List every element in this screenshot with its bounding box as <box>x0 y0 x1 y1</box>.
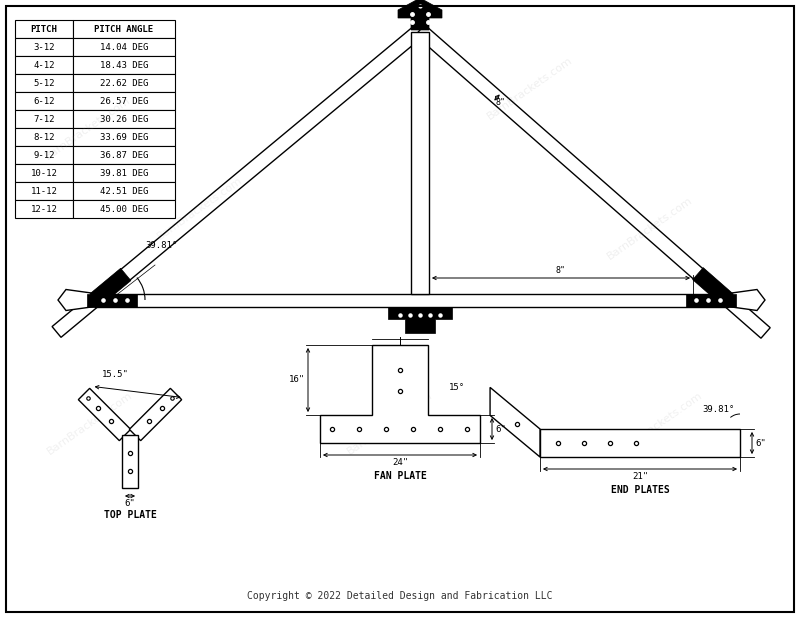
Text: 16": 16" <box>289 376 305 384</box>
Text: 4-12: 4-12 <box>34 61 54 69</box>
Bar <box>122 435 138 488</box>
Text: 21": 21" <box>632 472 648 481</box>
Bar <box>95 294 728 307</box>
Polygon shape <box>686 294 736 307</box>
Bar <box>540 429 740 457</box>
Text: PITCH: PITCH <box>30 25 58 33</box>
Text: 8-12: 8-12 <box>34 132 54 142</box>
Text: 15.5": 15.5" <box>102 370 129 379</box>
Text: 6": 6" <box>755 439 766 447</box>
Bar <box>73 146 175 164</box>
Bar <box>73 110 175 128</box>
Polygon shape <box>78 388 130 441</box>
Text: 30.26 DEG: 30.26 DEG <box>100 114 148 124</box>
Bar <box>15 110 73 128</box>
Text: 33.69 DEG: 33.69 DEG <box>100 132 148 142</box>
Bar <box>15 146 73 164</box>
Text: 18.43 DEG: 18.43 DEG <box>100 61 148 69</box>
Text: BarnBrackets.com: BarnBrackets.com <box>606 195 694 261</box>
Bar <box>15 164 73 182</box>
Bar <box>73 128 175 146</box>
Polygon shape <box>398 0 442 30</box>
Text: Copyright © 2022 Detailed Design and Fabrication LLC: Copyright © 2022 Detailed Design and Fab… <box>247 591 553 601</box>
Text: 24": 24" <box>392 458 408 467</box>
Text: BarnBrackets.com: BarnBrackets.com <box>46 390 134 456</box>
Text: 9-12: 9-12 <box>34 151 54 159</box>
Bar <box>73 74 175 92</box>
Text: TOP PLATE: TOP PLATE <box>103 510 157 520</box>
Text: 6-12: 6-12 <box>34 96 54 106</box>
Bar <box>73 182 175 200</box>
Bar <box>15 200 73 218</box>
Text: 11-12: 11-12 <box>30 187 58 195</box>
Polygon shape <box>87 294 137 307</box>
Text: BarnBrackets.com: BarnBrackets.com <box>155 175 245 241</box>
Polygon shape <box>90 268 131 306</box>
Text: 14.04 DEG: 14.04 DEG <box>100 43 148 51</box>
Polygon shape <box>490 387 540 457</box>
Text: 6": 6" <box>125 499 135 508</box>
Bar <box>73 20 175 38</box>
Bar <box>15 128 73 146</box>
Text: 12-12: 12-12 <box>30 205 58 213</box>
Polygon shape <box>58 289 95 310</box>
Text: 36.87 DEG: 36.87 DEG <box>100 151 148 159</box>
Bar <box>15 182 73 200</box>
Text: BarnBrackets.com: BarnBrackets.com <box>346 390 434 456</box>
Text: 39.81°: 39.81° <box>145 241 178 250</box>
Text: 3-12: 3-12 <box>34 43 54 51</box>
Text: 10-12: 10-12 <box>30 169 58 177</box>
Bar <box>73 56 175 74</box>
Bar <box>73 164 175 182</box>
Bar <box>73 38 175 56</box>
Bar <box>73 92 175 110</box>
Text: FAN PLATE: FAN PLATE <box>374 471 426 481</box>
Text: BarnBrackets.com: BarnBrackets.com <box>615 390 705 456</box>
Text: 42.51 DEG: 42.51 DEG <box>100 187 148 195</box>
Polygon shape <box>388 307 452 332</box>
Text: BarnBrackets.com: BarnBrackets.com <box>43 95 133 161</box>
Text: END PLATES: END PLATES <box>610 485 670 495</box>
Bar <box>15 56 73 74</box>
Bar <box>15 38 73 56</box>
Bar <box>15 92 73 110</box>
Bar <box>15 20 73 38</box>
Text: 5-12: 5-12 <box>34 78 54 88</box>
Polygon shape <box>415 25 770 338</box>
Bar <box>411 32 429 294</box>
Text: 7-12: 7-12 <box>34 114 54 124</box>
Polygon shape <box>728 289 765 310</box>
Text: PITCH ANGLE: PITCH ANGLE <box>94 25 154 33</box>
Text: 22.62 DEG: 22.62 DEG <box>100 78 148 88</box>
Text: 6": 6" <box>495 425 506 433</box>
Text: 15°: 15° <box>449 383 465 392</box>
Text: BarnBrackets.com: BarnBrackets.com <box>486 55 574 121</box>
Text: 8": 8" <box>556 266 566 275</box>
Text: 8": 8" <box>495 98 506 108</box>
Polygon shape <box>130 388 182 441</box>
Text: 45.00 DEG: 45.00 DEG <box>100 205 148 213</box>
Bar <box>73 200 175 218</box>
Polygon shape <box>52 25 425 337</box>
Bar <box>15 74 73 92</box>
Polygon shape <box>320 345 480 443</box>
Polygon shape <box>693 268 734 306</box>
Text: 39.81°: 39.81° <box>702 405 735 414</box>
Text: 39.81 DEG: 39.81 DEG <box>100 169 148 177</box>
Text: 26.57 DEG: 26.57 DEG <box>100 96 148 106</box>
